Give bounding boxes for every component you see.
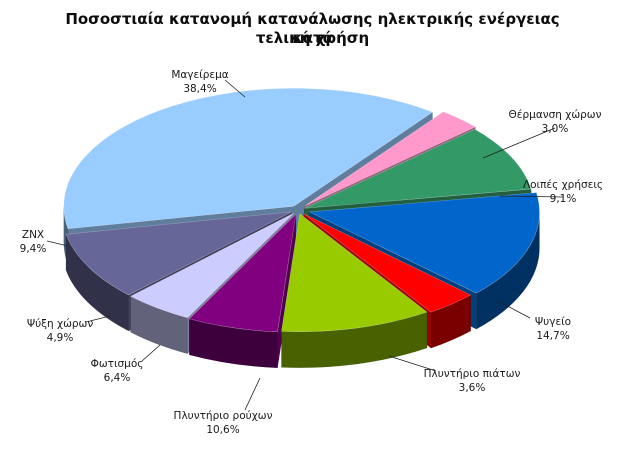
pie-slice-7 xyxy=(130,212,295,319)
leader-line-8 xyxy=(46,240,69,247)
leader-line-1 xyxy=(482,127,556,159)
slice-label-6: Φωτισμός xyxy=(91,358,144,370)
pie-slice-3 xyxy=(308,192,540,294)
leader-line-4 xyxy=(388,355,437,372)
slice-value-8: 9,4% xyxy=(20,243,47,255)
leader-line-6 xyxy=(141,344,161,362)
pie-slice-5 xyxy=(281,213,428,332)
pie-slice-2 xyxy=(304,128,532,209)
slice-value-3: 14,7% xyxy=(536,330,569,342)
slice-value-4: 3,6% xyxy=(459,382,486,394)
slice-value-0: 38,4% xyxy=(183,83,216,95)
leader-line-2 xyxy=(499,195,564,198)
pie-slice-6 xyxy=(188,213,297,333)
slice-label-8: ZNX xyxy=(22,229,44,241)
slice-value-6: 6,4% xyxy=(104,372,131,384)
slice-value-2: 9,1% xyxy=(550,193,577,205)
slice-label-1: Θέρμανση χώρων xyxy=(509,109,602,121)
slice-value-5: 10,6% xyxy=(206,424,239,436)
slice-value-7: 4,9% xyxy=(47,332,74,344)
slice-label-7: Ψύξη χώρων xyxy=(27,318,94,330)
slice-label-4: Πλυντήριο πιάτων xyxy=(424,368,521,380)
pie-slice-8 xyxy=(65,211,292,296)
slice-label-5: Πλυντήριο ρούχων xyxy=(174,410,273,422)
pie-slice-1 xyxy=(304,111,477,207)
slice-labels: Μαγείρεμα 38,4% Θέρμανση χώρων 3,0% Λοιπές χ… xyxy=(20,69,603,436)
slice-rim-7-0 xyxy=(130,295,188,355)
leader-line-5 xyxy=(244,377,261,411)
pie-tops xyxy=(63,87,540,333)
slice-label-0: Μαγείρεμα xyxy=(171,69,228,81)
leader-line-3 xyxy=(497,300,531,319)
chart-title-line-2: τελική χρήση xyxy=(255,29,370,47)
leader-line-0 xyxy=(224,79,246,98)
chart-title-line-1: Ποσοστιαία κατανομή κατανάλωσης ηλεκτρικ… xyxy=(65,10,560,47)
leader-lines xyxy=(46,79,564,411)
slice-label-3: Ψυγείο xyxy=(535,316,571,328)
pie-slice-0 xyxy=(63,87,434,230)
pie-slice-4 xyxy=(303,213,472,313)
slice-value-1: 3,0% xyxy=(542,123,569,135)
slice-label-2: Λοιπές χρήσεις xyxy=(523,179,603,191)
leader-line-7 xyxy=(85,315,111,323)
